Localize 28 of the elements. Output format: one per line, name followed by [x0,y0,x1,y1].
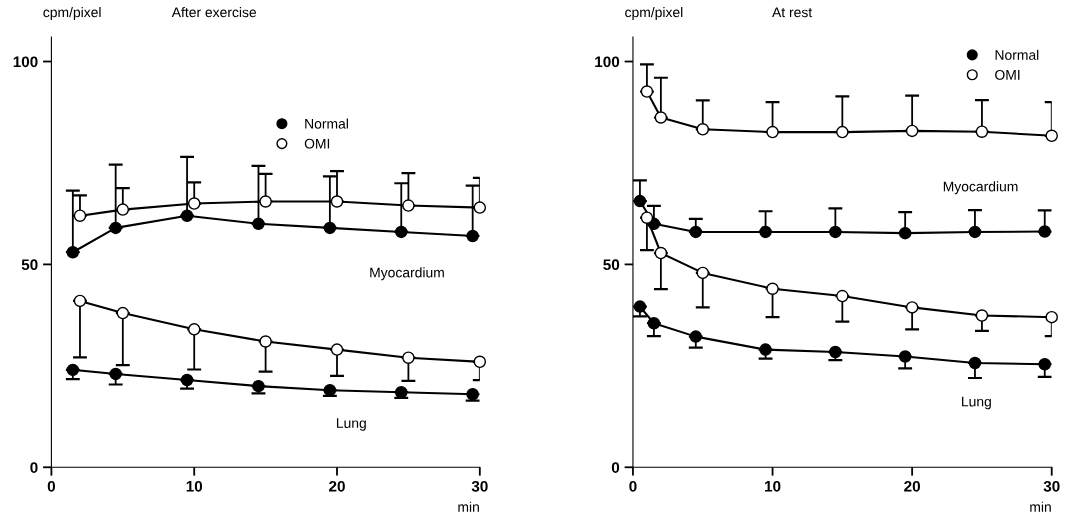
y-axis-title: cpm/pixel [625,7,683,20]
legend-label: OMI [995,69,1020,80]
x-tick-label: 20 [904,480,921,492]
y-axis-title: cpm/pixel [43,7,101,20]
legend-label: Normal [305,118,348,129]
x-tick-label: 30 [1043,480,1060,492]
legend-label: Normal [995,49,1039,60]
x-axis-title: min [458,501,479,512]
y-tick-label: 100 [13,56,38,68]
chart-title: After exercise [171,7,257,18]
x-tick-label: 0 [47,480,56,492]
annotation: Myocardium [370,267,444,281]
x-tick-label: 20 [329,480,345,492]
x-tick-label: 30 [471,480,488,492]
annotation: Myocardium [943,181,1018,195]
y-tick-label: 0 [30,462,38,473]
x-tick-label: 10 [765,480,781,492]
y-tick-label: 100 [595,56,620,68]
y-tick-label: 50 [603,259,620,271]
legend-label: OMI [304,138,330,149]
y-tick-label: 50 [21,259,38,271]
x-tick-label: 10 [186,480,203,492]
y-tick-label: 0 [611,462,620,473]
chart-title: At rest [772,7,813,18]
annotation: Lung [336,418,366,431]
annotation: Lung [962,396,991,410]
x-tick-label: 0 [629,480,637,492]
x-axis-title: min [1030,501,1051,512]
